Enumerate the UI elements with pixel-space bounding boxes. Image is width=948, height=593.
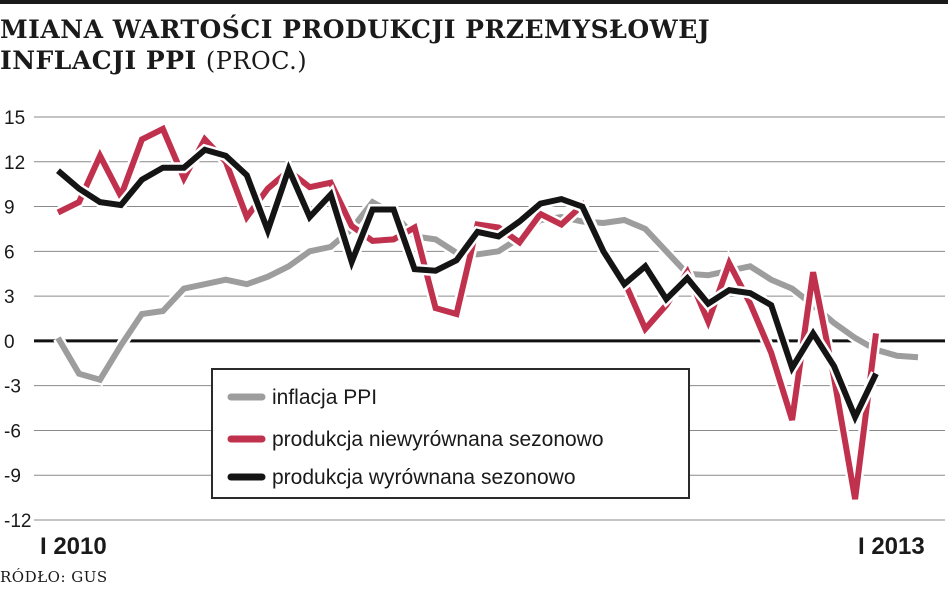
y-tick-label: -9 <box>4 466 21 487</box>
legend: inflacja PPI produkcja niewyrównana sezon… <box>211 368 690 499</box>
y-tick-label: -3 <box>4 377 21 398</box>
top-rule <box>0 0 948 4</box>
y-tick-label: 9 <box>4 198 15 219</box>
y-axis-ticks: 15 12 9 6 3 0 -3 -6 -9 -12 <box>4 108 31 532</box>
chart-title-line2-text: INFLACJI PPI <box>0 46 197 75</box>
y-tick-label: 15 <box>4 108 25 129</box>
y-tick-label: -6 <box>4 421 21 442</box>
chart-title: MIANA WARTOŚCI PRODUKCJI PRZEMYSŁOWEJ IN… <box>0 14 710 77</box>
legend-label-sa: produkcja wyrównana sezonowo <box>272 466 576 489</box>
x-tick-label: I 2013 <box>858 533 925 560</box>
legend-label-ppi: inflacja PPI <box>272 386 377 409</box>
y-tick-label: 6 <box>4 242 15 263</box>
x-axis-ticks: I 2010 I 2013 <box>40 533 925 560</box>
series-line-ppi <box>55 198 919 384</box>
chart-title-line1: MIANA WARTOŚCI PRODUKCJI PRZEMYSŁOWEJ <box>0 15 711 44</box>
y-tick-label: 12 <box>4 153 25 174</box>
y-tick-label: 3 <box>4 287 15 308</box>
chart-title-unit: (PROC.) <box>205 47 308 75</box>
series-line-sa <box>56 146 879 425</box>
x-tick-label: I 2010 <box>40 533 107 560</box>
y-tick-label: 0 <box>4 332 15 353</box>
chart-title-line2: INFLACJI PPI (PROC.) <box>0 45 710 77</box>
legend-box <box>211 368 690 499</box>
legend-label-nsa: produkcja niewyrównana sezonowo <box>272 428 604 451</box>
source-note: RÓDŁO: GUS <box>0 568 108 586</box>
y-tick-label: -12 <box>4 511 31 532</box>
series-lines <box>53 121 919 501</box>
